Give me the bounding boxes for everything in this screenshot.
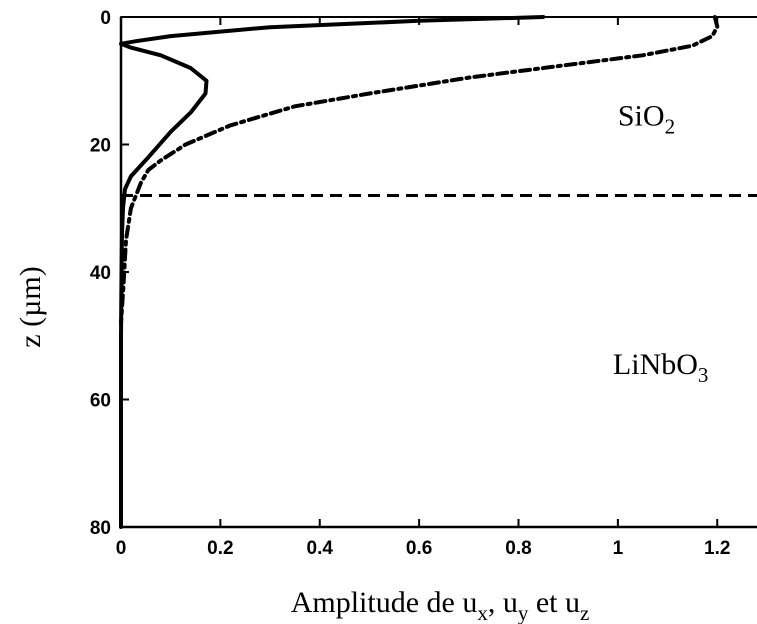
x-tick-label: 0.4 — [307, 538, 334, 559]
x-tick-label: 1 — [613, 538, 624, 559]
x-axis-label: Amplitude de ux, uy et uz — [291, 586, 590, 624]
series-line-dashdot — [119, 15, 720, 325]
x-tick-label: 0.2 — [207, 538, 233, 559]
region-label: SiO2 — [618, 99, 675, 138]
y-tick-label: 20 — [90, 136, 111, 157]
y-tick-label: 80 — [90, 518, 111, 539]
series-line-solid — [119, 15, 546, 529]
x-tick-label: 0.8 — [505, 538, 531, 559]
x-tick-label: 1.2 — [704, 538, 730, 559]
plot-area — [119, 15, 757, 529]
region-label: LiNbO3 — [613, 348, 709, 387]
labels: SiO2 LiNbO3 Amplitude de ux, uy et uz z (µm… — [14, 99, 708, 624]
x-tick-label: 0 — [116, 538, 127, 559]
y-tick-label: 60 — [90, 391, 111, 412]
x-tick-label: 0.6 — [406, 538, 432, 559]
y-tick-label: 0 — [100, 8, 111, 29]
y-tick-label: 40 — [90, 263, 111, 284]
ticks: 0 0.2 0.4 0.6 0.8 1 1.2 0 20 40 60 80 — [90, 8, 731, 559]
y-axis-label: z (µm) — [14, 266, 47, 347]
axes — [119, 16, 757, 529]
